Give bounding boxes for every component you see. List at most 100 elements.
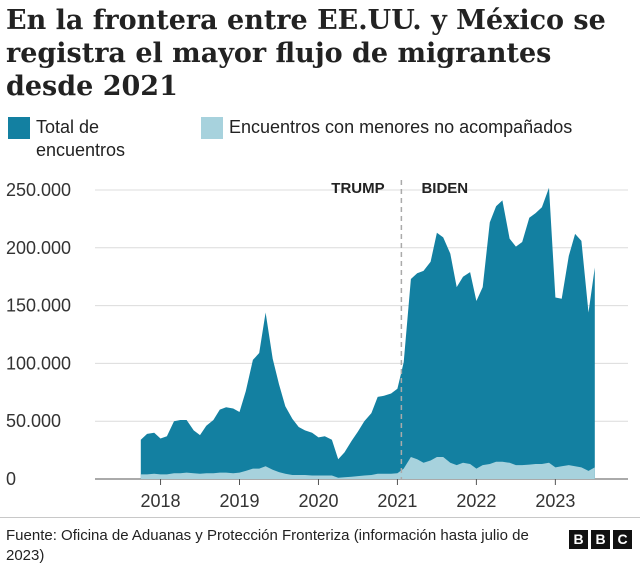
data-point-total [264, 311, 267, 314]
data-point-minors [153, 472, 156, 475]
data-point-minors [251, 467, 254, 470]
data-point-minors [429, 459, 432, 462]
data-point-minors [317, 474, 320, 477]
data-point-minors [396, 472, 399, 475]
data-point-minors [139, 473, 142, 476]
data-point-total [469, 271, 472, 274]
y-tick-label: 200.000 [6, 238, 71, 258]
data-point-total [297, 426, 300, 429]
data-point-minors [587, 469, 590, 472]
data-point-total [205, 424, 208, 427]
data-point-minors [278, 471, 281, 474]
data-point-total [580, 239, 583, 242]
data-point-minors [179, 472, 182, 475]
data-point-minors [449, 461, 452, 464]
data-point-total [409, 278, 412, 281]
data-point-total [442, 236, 445, 239]
bbc-logo-letter: B [591, 530, 610, 549]
data-point-total [291, 417, 294, 420]
data-point-total [560, 297, 563, 300]
data-point-total [139, 438, 142, 441]
data-point-minors [540, 463, 543, 466]
area-total-encounters [140, 187, 595, 479]
data-point-minors [528, 463, 531, 466]
data-point-total [165, 435, 168, 438]
legend-swatch-total [8, 117, 30, 139]
data-point-minors [363, 474, 366, 477]
y-tick-label: 50.000 [6, 411, 61, 431]
annotation-label: TRUMP [331, 180, 384, 197]
area-unaccompanied-minors [140, 457, 595, 479]
data-point-total [402, 361, 405, 364]
data-point-minors [560, 465, 563, 468]
data-point-total [271, 357, 274, 360]
data-point-minors [409, 456, 412, 459]
data-point-total [317, 436, 320, 439]
x-tick-label: 2021 [377, 491, 417, 508]
data-point-total [244, 390, 247, 393]
data-point-minors [402, 467, 405, 470]
data-point-minors [159, 473, 162, 476]
data-point-minors [501, 460, 504, 463]
data-point-minors [244, 469, 247, 472]
data-point-total [218, 408, 221, 411]
data-point-total [593, 266, 596, 269]
annotation-label: BIDEN [421, 180, 468, 197]
data-point-minors [225, 471, 228, 474]
data-point-total [370, 412, 373, 415]
data-point-minors [337, 476, 340, 479]
bbc-logo-letter: C [613, 530, 632, 549]
data-point-total [449, 252, 452, 255]
data-point-minors [534, 463, 537, 466]
area-chart: 0 50.000 100.000 150.000 200.000 250.000 2018 2… [6, 180, 628, 508]
data-point-minors [356, 475, 359, 478]
data-point-minors [232, 472, 235, 475]
y-tick-label: 250.000 [6, 180, 71, 200]
data-point-total [475, 300, 478, 303]
data-point-minors [323, 474, 326, 477]
data-point-total [435, 231, 438, 234]
data-point-minors [462, 461, 465, 464]
data-point-minors [205, 472, 208, 475]
data-point-minors [173, 472, 176, 475]
data-point-minors [199, 472, 202, 475]
data-point-total [350, 439, 353, 442]
data-point-minors [475, 467, 478, 470]
data-point-total [554, 296, 557, 299]
data-point-minors [218, 471, 221, 474]
data-point-total [185, 419, 188, 422]
data-point-minors [258, 467, 261, 470]
data-point-total [429, 260, 432, 263]
data-point-minors [435, 456, 438, 459]
data-point-total [179, 419, 182, 422]
data-point-total [462, 275, 465, 278]
data-point-total [574, 232, 577, 235]
data-point-total [548, 186, 551, 189]
data-point-minors [548, 461, 551, 464]
data-point-total [251, 358, 254, 361]
data-point-minors [146, 473, 149, 476]
data-point-minors [165, 473, 168, 476]
bbc-logo: B B C [569, 530, 632, 549]
data-point-total [363, 420, 366, 423]
data-point-minors [481, 464, 484, 467]
footer-divider [0, 517, 640, 518]
legend-item-total: Total de encuentros [8, 116, 156, 162]
data-point-minors [442, 456, 445, 459]
data-point-total [587, 311, 590, 314]
data-point-total [521, 241, 524, 244]
data-point-total [278, 383, 281, 386]
y-tick-label: 0 [6, 469, 16, 489]
data-point-minors [192, 472, 195, 475]
data-point-total [337, 458, 340, 461]
data-point-total [455, 286, 458, 289]
legend-label-total: Total de encuentros [36, 117, 126, 160]
source-note: Fuente: Oficina de Aduanas y Protección … [6, 527, 529, 564]
data-point-minors [567, 464, 570, 467]
data-point-total [225, 406, 228, 409]
data-point-total [528, 216, 531, 219]
y-tick-label: 100.000 [6, 353, 71, 373]
data-point-minors [383, 472, 386, 475]
x-tick-label: 2018 [141, 491, 181, 508]
data-point-minors [370, 474, 373, 477]
